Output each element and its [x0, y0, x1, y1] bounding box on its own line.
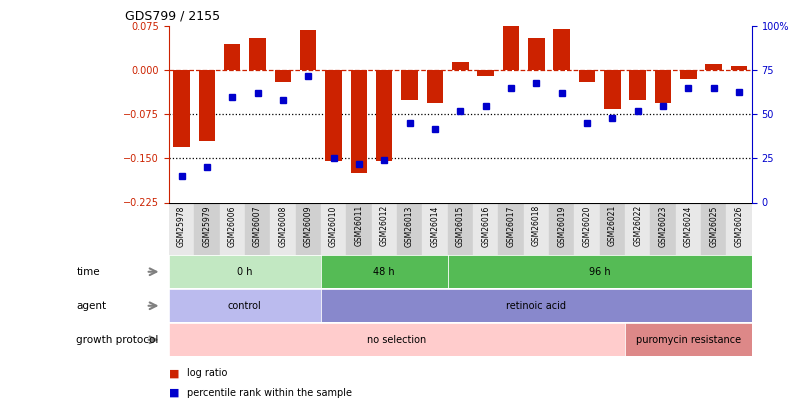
- Bar: [552, 29, 569, 70]
- Text: GSM26016: GSM26016: [480, 205, 490, 247]
- Bar: [700, 202, 725, 255]
- Bar: [300, 30, 316, 70]
- Bar: [194, 202, 219, 255]
- Text: GSM26009: GSM26009: [304, 205, 312, 247]
- Bar: [472, 202, 498, 255]
- Bar: [397, 202, 422, 255]
- Bar: [679, 70, 695, 79]
- Text: GSM26018: GSM26018: [531, 205, 540, 246]
- Bar: [502, 26, 519, 70]
- Bar: [675, 202, 700, 255]
- Text: growth protocol: growth protocol: [76, 335, 158, 345]
- Bar: [447, 202, 472, 255]
- Bar: [401, 70, 418, 100]
- Bar: [371, 202, 397, 255]
- Bar: [325, 70, 341, 161]
- Bar: [523, 202, 548, 255]
- Text: GSM26010: GSM26010: [328, 205, 337, 247]
- Text: GSM26024: GSM26024: [683, 205, 692, 247]
- Text: GSM26014: GSM26014: [430, 205, 439, 247]
- Text: GSM26020: GSM26020: [582, 205, 591, 247]
- Bar: [422, 202, 447, 255]
- Bar: [245, 202, 270, 255]
- Bar: [173, 70, 190, 147]
- Text: GSM26012: GSM26012: [379, 205, 389, 246]
- Text: ■: ■: [169, 369, 179, 378]
- Bar: [426, 70, 442, 102]
- Bar: [376, 70, 392, 161]
- Bar: [320, 202, 346, 255]
- Text: percentile rank within the sample: percentile rank within the sample: [186, 388, 351, 398]
- Text: GSM26011: GSM26011: [354, 205, 363, 246]
- Text: GSM26006: GSM26006: [227, 205, 236, 247]
- Bar: [624, 202, 650, 255]
- Bar: [198, 70, 215, 141]
- Text: no selection: no selection: [367, 335, 426, 345]
- Text: GDS799 / 2155: GDS799 / 2155: [124, 9, 219, 22]
- Bar: [573, 202, 599, 255]
- Text: GSM26026: GSM26026: [734, 205, 743, 247]
- Bar: [629, 70, 645, 100]
- Bar: [224, 44, 240, 70]
- Text: puromycin resistance: puromycin resistance: [635, 335, 740, 345]
- Bar: [346, 202, 371, 255]
- Bar: [275, 70, 291, 82]
- Text: 48 h: 48 h: [373, 267, 394, 277]
- Text: GSM26015: GSM26015: [455, 205, 464, 247]
- Text: GSM26022: GSM26022: [633, 205, 642, 246]
- Text: retinoic acid: retinoic acid: [506, 301, 565, 311]
- Bar: [603, 70, 620, 109]
- Text: GSM25978: GSM25978: [177, 205, 185, 247]
- Text: ■: ■: [169, 388, 179, 398]
- Bar: [599, 202, 624, 255]
- Bar: [249, 38, 266, 70]
- Bar: [704, 64, 721, 70]
- Bar: [451, 62, 468, 70]
- Bar: [725, 202, 751, 255]
- Text: GSM26021: GSM26021: [607, 205, 616, 246]
- Text: GSM26017: GSM26017: [506, 205, 515, 247]
- Bar: [578, 70, 594, 82]
- Text: log ratio: log ratio: [186, 369, 226, 378]
- Text: GSM26023: GSM26023: [658, 205, 666, 247]
- Text: 0 h: 0 h: [237, 267, 252, 277]
- Bar: [296, 202, 320, 255]
- Text: control: control: [228, 301, 262, 311]
- Text: GSM26007: GSM26007: [253, 205, 262, 247]
- Text: GSM26008: GSM26008: [278, 205, 287, 247]
- Text: GSM25979: GSM25979: [202, 205, 211, 247]
- Bar: [219, 202, 245, 255]
- Bar: [548, 202, 573, 255]
- Text: GSM26019: GSM26019: [556, 205, 565, 247]
- Bar: [730, 66, 746, 70]
- Bar: [477, 70, 493, 76]
- Text: time: time: [76, 267, 100, 277]
- Bar: [654, 70, 671, 102]
- Text: 96 h: 96 h: [588, 267, 609, 277]
- Bar: [528, 38, 544, 70]
- Bar: [270, 202, 296, 255]
- Bar: [350, 70, 367, 173]
- Text: GSM26025: GSM26025: [708, 205, 717, 247]
- Bar: [650, 202, 675, 255]
- Text: agent: agent: [76, 301, 106, 311]
- Bar: [169, 202, 194, 255]
- Bar: [498, 202, 523, 255]
- Text: GSM26013: GSM26013: [405, 205, 414, 247]
